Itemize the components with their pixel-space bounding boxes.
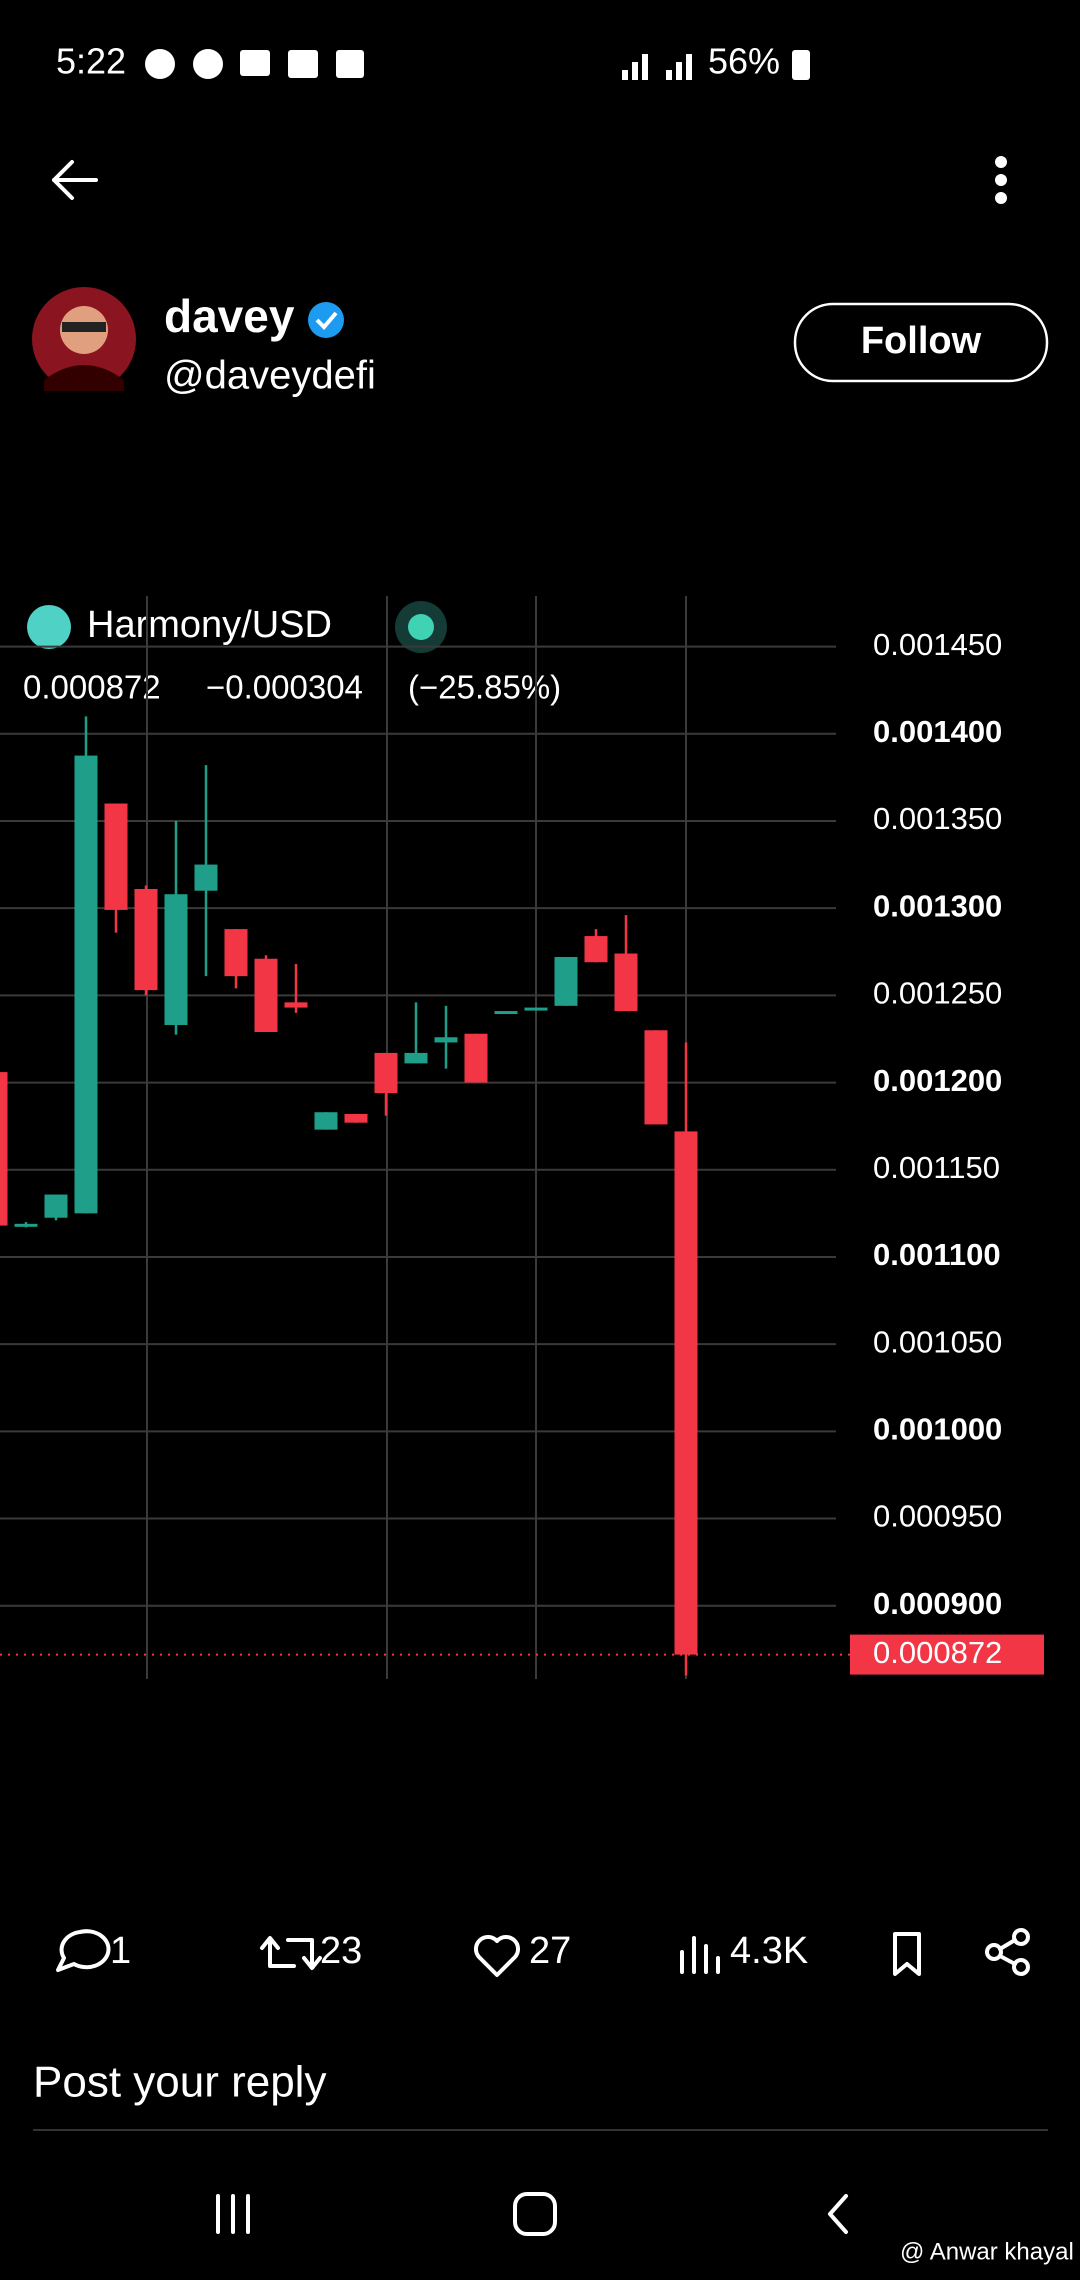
reply-input[interactable]: Post your reply (33, 2058, 326, 2107)
candle-body (494, 1011, 518, 1015)
status-dot (408, 614, 434, 640)
quote: 0.000872 (23, 669, 161, 706)
y-tick-label: 0.001150 (873, 1150, 1000, 1185)
candle-body (104, 803, 128, 910)
reply-count: 1 (110, 1930, 131, 1972)
last-price-tag (850, 1634, 1044, 1675)
candle-body (194, 864, 218, 891)
last-price-label: 0.000872 (873, 1635, 1002, 1670)
candle-body (584, 936, 608, 963)
nav-recents[interactable] (216, 2194, 250, 2234)
share-button[interactable] (985, 1928, 1030, 1976)
like-count: 27 (529, 1930, 571, 1972)
nav-back[interactable] (828, 2194, 848, 2234)
chart: 0.001450 0.001400 0.001350 0.001300 0.001250… (0, 596, 1044, 1679)
candle-body (134, 888, 158, 991)
candle-body (434, 1037, 458, 1043)
view-count: 4.3K (730, 1930, 808, 1972)
y-tick-label: 0.001300 (873, 888, 1002, 923)
repost-count: 23 (320, 1930, 362, 1972)
coin-icon (27, 605, 71, 649)
y-tick-label: 0.000950 (873, 1499, 1002, 1534)
candle-body (374, 1052, 398, 1094)
candle-body (254, 958, 278, 1032)
more-button[interactable] (995, 156, 1007, 204)
watermark: @ Anwar khayal (900, 2238, 1074, 2265)
candle-body (314, 1112, 338, 1130)
change: −0.000304 (206, 669, 363, 706)
back-button[interactable] (52, 160, 98, 200)
views-button[interactable] (680, 1936, 720, 1974)
y-tick-label: 0.001250 (873, 976, 1002, 1011)
status-battery: 56% (708, 41, 780, 82)
status-time: 5:22 (56, 41, 126, 82)
candle-body (524, 1007, 548, 1011)
author-name: davey (164, 290, 295, 342)
candle-body (614, 953, 638, 1012)
avatar[interactable] (32, 287, 136, 391)
change-pct: (−25.85%) (408, 669, 561, 706)
y-tick-label: 0.001050 (873, 1324, 1002, 1359)
candle-body (74, 755, 98, 1214)
candle-body (284, 1002, 308, 1008)
y-tick-label: 0.001100 (873, 1237, 1001, 1272)
y-tick-label: 0.001450 (873, 627, 1002, 662)
candle-body (644, 1030, 668, 1125)
bookmark-button[interactable] (893, 1932, 921, 1976)
candle-body (674, 1131, 698, 1655)
candle-body (164, 894, 188, 1026)
verified-badge (308, 302, 344, 338)
chart-title: Harmony/USD (87, 604, 332, 646)
like-button[interactable] (473, 1934, 521, 1977)
candle-body (464, 1033, 488, 1083)
candle-body (554, 957, 578, 1006)
candle-body (44, 1194, 68, 1218)
candle-body (224, 929, 248, 977)
follow-button[interactable] (793, 302, 1049, 383)
candle-body (0, 1072, 8, 1226)
y-tick-label: 0.001400 (873, 714, 1002, 749)
y-tick-label: 0.001200 (873, 1063, 1002, 1098)
repost-button[interactable] (260, 1936, 322, 1970)
candle-body (344, 1113, 368, 1123)
reply-button[interactable] (56, 1929, 111, 1972)
follow-label: Follow (861, 320, 982, 362)
status-icons (145, 49, 810, 80)
candle-body (404, 1052, 428, 1064)
author-handle: @daveydefi (164, 354, 376, 398)
candle-body (14, 1223, 38, 1227)
y-tick-label: 0.001000 (873, 1412, 1002, 1447)
nav-home[interactable] (513, 2192, 557, 2236)
y-tick-label: 0.001350 (873, 801, 1002, 836)
y-tick-label: 0.000900 (873, 1586, 1002, 1621)
